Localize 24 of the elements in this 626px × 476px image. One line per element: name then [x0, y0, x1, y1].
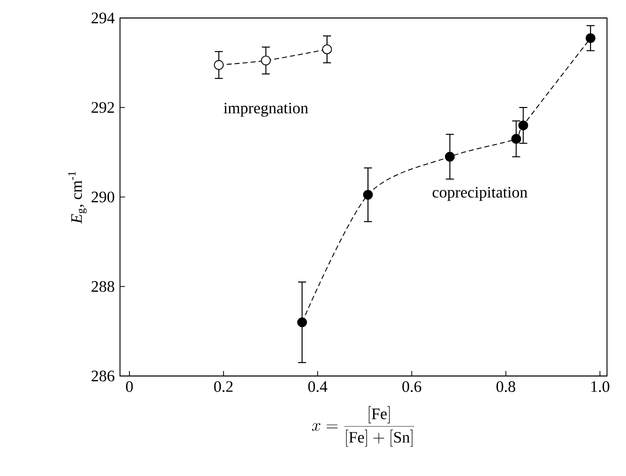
- point: [511, 134, 522, 144]
- x-axis-title: $x = \frac{[\mathrm{Fe}]}{[\mathrm{Fe}] + [\mathrm{Sn}]}$: [312, 406, 414, 447]
- point: [518, 120, 528, 130]
- point: [214, 60, 224, 70]
- point: [586, 33, 596, 44]
- x-tick-label: 1.0: [591, 381, 610, 392]
- y-axis-title: E$_{g}$, cm$^{-1}$: [68, 172, 87, 224]
- y-tick-label: 290: [92, 192, 114, 202]
- series-label: coprecipitation: [432, 186, 528, 201]
- y-tick-label: 294: [92, 12, 115, 24]
- y-tick-label: 292: [92, 102, 114, 113]
- x-tick-label: 0.4: [308, 381, 328, 392]
- point: [260, 56, 271, 66]
- point: [322, 44, 332, 54]
- x-tick-label: 0.8: [496, 381, 516, 392]
- point: [444, 152, 455, 162]
- x-tick-label: 0.6: [402, 381, 422, 392]
- x-tick-label: 0.2: [214, 381, 233, 392]
- y-tick-label: 288: [92, 281, 114, 292]
- text: impregnation: [224, 102, 308, 117]
- x-tick-label: 0: [126, 381, 133, 392]
- y-tick-label: 286: [92, 370, 114, 382]
- point: [297, 317, 308, 328]
- point: [363, 190, 373, 200]
